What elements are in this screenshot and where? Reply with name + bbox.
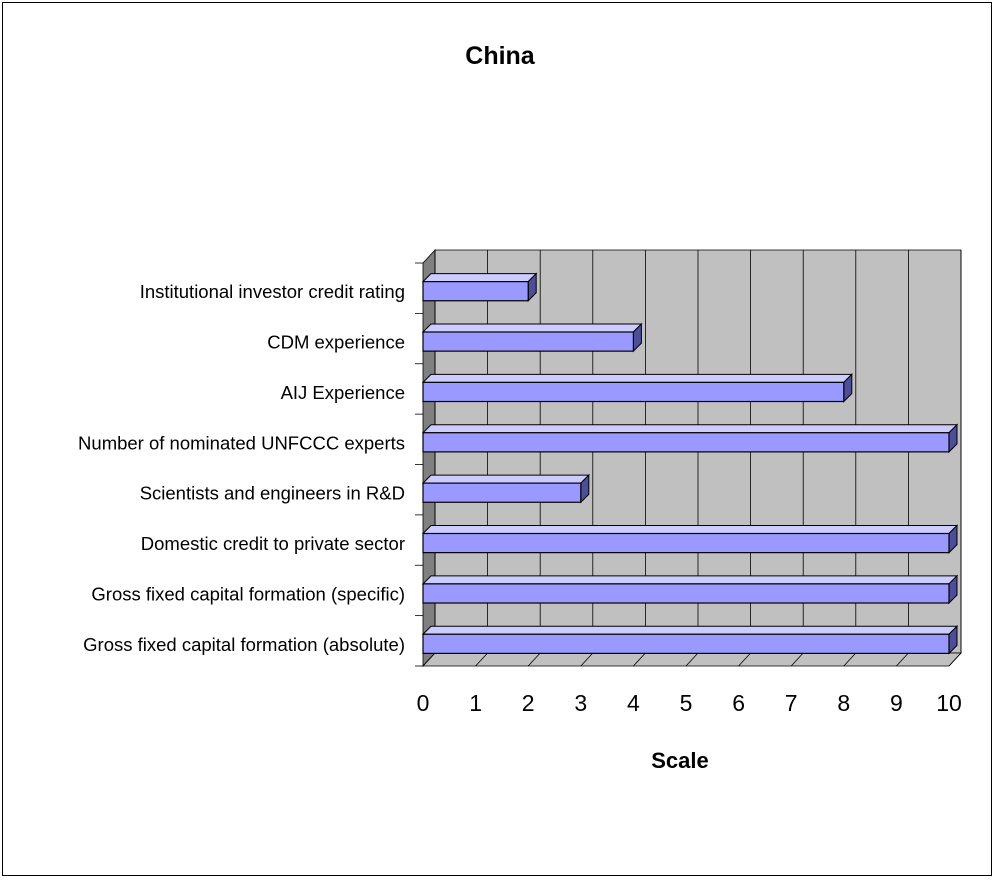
x-tick-label: 2 xyxy=(522,690,535,716)
bar xyxy=(421,524,959,554)
floor-line xyxy=(790,652,804,667)
bar xyxy=(421,625,959,655)
bar-top xyxy=(421,424,959,434)
floor-line xyxy=(527,652,541,667)
bar-top xyxy=(421,323,643,333)
bar-top xyxy=(421,474,591,484)
bar-front xyxy=(422,482,582,503)
bars xyxy=(421,272,959,655)
x-tick-label: 6 xyxy=(732,690,745,716)
category-label: Institutional investor credit rating xyxy=(140,281,405,302)
floor-line xyxy=(948,652,962,667)
x-tick-label: 1 xyxy=(469,690,482,716)
x-tick-label: 10 xyxy=(936,690,962,716)
floor-line xyxy=(422,652,436,667)
x-tick-label: 5 xyxy=(680,690,693,716)
x-tick-labels: 0 1 2 3 4 5 6 7 8 9 10 xyxy=(417,690,962,716)
bar xyxy=(421,473,591,504)
bar-front xyxy=(422,583,950,604)
floor-line xyxy=(896,652,909,667)
bar-top xyxy=(421,524,959,534)
bar-top xyxy=(421,273,538,283)
floor-line xyxy=(843,652,857,667)
x-axis-title: Scale xyxy=(651,748,709,773)
bar xyxy=(421,322,643,353)
floor-line xyxy=(580,652,594,667)
bar-chart: China Institutional investor credit rati… xyxy=(78,42,962,773)
bar-front xyxy=(422,532,950,554)
x-tick-label: 0 xyxy=(417,690,430,716)
category-label: AIJ Experience xyxy=(281,382,405,403)
category-label: Gross fixed capital formation (specific) xyxy=(91,583,405,604)
category-label: Domestic credit to private sector xyxy=(141,533,405,554)
floor-line xyxy=(738,652,751,667)
floor-line xyxy=(685,652,699,667)
x-tick-label: 9 xyxy=(890,690,903,716)
bar-front xyxy=(422,381,845,403)
bar-top xyxy=(421,625,959,635)
category-label: Number of nominated UNFCCC experts xyxy=(78,432,405,453)
category-label: Scientists and engineers in R&D xyxy=(140,483,405,504)
bar xyxy=(421,272,538,302)
x-tick-label: 3 xyxy=(574,690,587,716)
floor-line xyxy=(475,652,488,667)
bar-front xyxy=(422,432,950,453)
x-tick-label: 8 xyxy=(837,690,850,716)
bar-top xyxy=(421,373,854,383)
chart-title: China xyxy=(465,42,536,70)
bar-top xyxy=(421,575,959,585)
category-label: CDM experience xyxy=(267,332,405,353)
floor-line xyxy=(633,652,646,667)
bar-front xyxy=(422,331,634,352)
x-tick-label: 7 xyxy=(785,690,798,716)
bar xyxy=(421,423,959,454)
bar xyxy=(421,574,959,605)
bar-front xyxy=(422,633,950,654)
x-tick-label: 4 xyxy=(627,690,640,716)
category-labels: Institutional investor credit rating CDM … xyxy=(78,281,405,655)
bar xyxy=(421,373,854,403)
category-label: Gross fixed capital formation (absolute) xyxy=(83,634,405,655)
bar-front xyxy=(422,281,529,302)
